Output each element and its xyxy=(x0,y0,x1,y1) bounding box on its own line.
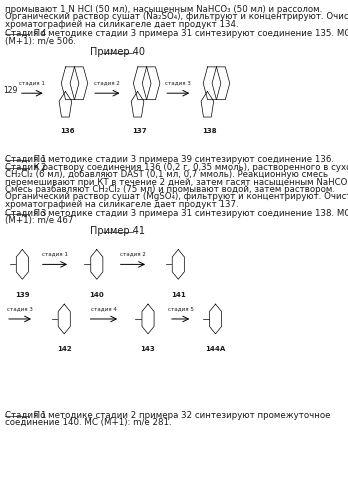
Text: стадия 5: стадия 5 xyxy=(168,306,193,311)
Text: : По методике стадии 3 примера 31 синтезируют соединение 138. МС: : По методике стадии 3 примера 31 синтез… xyxy=(28,209,348,218)
Text: Стадия 1: Стадия 1 xyxy=(5,155,46,164)
Text: 136: 136 xyxy=(61,128,75,134)
Text: стадия 3: стадия 3 xyxy=(7,306,33,311)
Text: 138: 138 xyxy=(203,128,217,134)
Text: 137: 137 xyxy=(133,128,147,134)
Text: 139: 139 xyxy=(15,292,30,298)
Text: Стадия 2: Стадия 2 xyxy=(5,163,46,172)
Text: 140: 140 xyxy=(89,292,104,298)
Text: Стадия 3: Стадия 3 xyxy=(5,209,46,218)
Text: Стадия 4: Стадия 4 xyxy=(5,29,46,38)
Text: стадия 1: стадия 1 xyxy=(42,251,68,256)
Text: (M+1): m/e 467: (M+1): m/e 467 xyxy=(5,216,73,225)
Text: Органический раствор сушат (MgSO₄), фильтруют и концентрируют. Очистка: Органический раствор сушат (MgSO₄), филь… xyxy=(5,193,348,202)
Text: (M+1): m/e 506.: (M+1): m/e 506. xyxy=(5,36,76,45)
Text: хроматографией на силикагеле дает продукт 137.: хроматографией на силикагеле дает продук… xyxy=(5,200,238,209)
Text: промывают 1 N HCl (50 мл), насыщенным NaHCO₃ (50 мл) и рассолом.: промывают 1 N HCl (50 мл), насыщенным Na… xyxy=(5,5,322,14)
Text: перемешивают при КТ в течение 2 дней, затем гасят насыщенным NaHCO₃ (2 мл).: перемешивают при КТ в течение 2 дней, за… xyxy=(5,178,348,187)
Text: 144A: 144A xyxy=(205,346,226,352)
Text: : По методике стадии 3 примера 39 синтезируют соединение 136.: : По методике стадии 3 примера 39 синтез… xyxy=(28,155,334,164)
Text: 129: 129 xyxy=(3,86,18,95)
Text: стадия 1: стадия 1 xyxy=(19,80,45,85)
Text: 141: 141 xyxy=(171,292,185,298)
Text: Органический раствор сушат (Na₂SO₄), фильтруют и концентрируют. Очистка: Органический раствор сушат (Na₂SO₄), фил… xyxy=(5,12,348,21)
Text: хроматографией на силикагеле дает продукт 134.: хроматографией на силикагеле дает продук… xyxy=(5,20,238,29)
Text: стадия 3: стадия 3 xyxy=(165,80,191,85)
Text: стадия 2: стадия 2 xyxy=(94,80,120,85)
Text: Пример 40: Пример 40 xyxy=(90,47,145,57)
Text: 143: 143 xyxy=(141,346,156,352)
Text: соединение 140. МС (M+1): m/e 281.: соединение 140. МС (M+1): m/e 281. xyxy=(5,418,172,427)
Text: : По методике стадии 3 примера 31 синтезируют соединение 135. МС: : По методике стадии 3 примера 31 синтез… xyxy=(28,29,348,38)
Text: Стадия 1: Стадия 1 xyxy=(5,411,46,420)
Text: : К раствору соединения 136 (0,2 г, 0,35 ммоль), растворенного в сухом: : К раствору соединения 136 (0,2 г, 0,35… xyxy=(28,163,348,172)
Text: Смесь разбавляют CH₂Cl₂ (75 мл) и промывают водой, затем раствором.: Смесь разбавляют CH₂Cl₂ (75 мл) и промыв… xyxy=(5,185,335,194)
Text: : По методике стадии 2 примера 32 синтезируют промежуточное: : По методике стадии 2 примера 32 синтез… xyxy=(28,411,331,420)
Text: стадия 4: стадия 4 xyxy=(91,306,117,311)
Text: CH₂Cl₂ (6 мл), добавляют DAST (0,1 мл, 0,7 ммоль). Реакционную смесь: CH₂Cl₂ (6 мл), добавляют DAST (0,1 мл, 0… xyxy=(5,170,328,179)
Text: 142: 142 xyxy=(57,346,72,352)
Text: стадия 2: стадия 2 xyxy=(120,251,146,256)
Text: Пример 41: Пример 41 xyxy=(90,226,145,236)
